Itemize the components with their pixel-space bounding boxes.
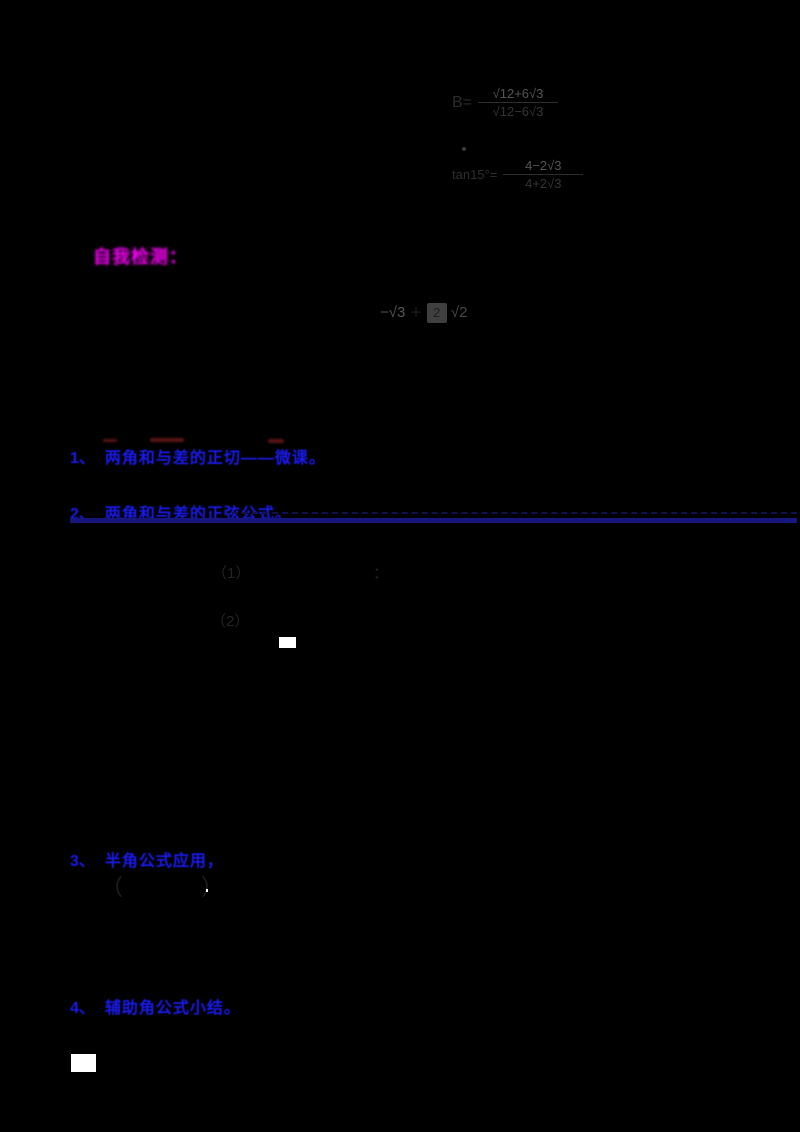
fraction-denominator: √12−6√3 bbox=[492, 104, 544, 119]
fraction-top: √12+6√3 √12−6√3 bbox=[478, 86, 559, 119]
formula-prefix: B= bbox=[452, 93, 473, 111]
body-fragment-1: （1） bbox=[212, 565, 251, 582]
formula-mid: −√3 ＋ 2 √2 bbox=[380, 302, 468, 324]
faint-paren-open: （ bbox=[101, 875, 124, 900]
heading-4-number: 4、 bbox=[70, 1000, 95, 1017]
dashed-underline bbox=[232, 512, 797, 514]
formula-mid-plus: ＋ bbox=[409, 305, 423, 320]
heading-3: 3、 半角公式应用， bbox=[70, 847, 224, 871]
fraction-bar-2 bbox=[503, 174, 584, 175]
formula-mid-left: −√3 bbox=[380, 304, 406, 321]
red-annotation-mark bbox=[268, 439, 284, 443]
fraction-numerator-2: 4−2√3 bbox=[525, 158, 562, 173]
heading-4-text: 辅助角公式小结。 bbox=[104, 1000, 241, 1017]
faint-paren-close: ） bbox=[201, 875, 224, 900]
body-fragment-2: （2） bbox=[211, 613, 250, 630]
fraction-bar bbox=[478, 102, 559, 103]
formula-block-second: tan15°= 4−2√3 4+2√3 bbox=[452, 158, 584, 191]
formula-prefix-2: tan15°= bbox=[452, 167, 498, 182]
faint-dot bbox=[462, 147, 466, 151]
heading-3-number: 3、 bbox=[70, 853, 95, 870]
formula-block-top: B= √12+6√3 √12−6√3 bbox=[452, 86, 559, 119]
page-corner-white-block bbox=[71, 1054, 96, 1072]
body-fragment-colon: ： bbox=[373, 565, 389, 582]
formula-mid-right: √2 bbox=[450, 304, 468, 321]
heading-1-number: 1、 bbox=[70, 450, 95, 467]
white-speck bbox=[206, 889, 208, 892]
white-blank-block bbox=[279, 637, 296, 648]
heading-1: 1、 两角和与差的正切——微课。 bbox=[70, 444, 326, 468]
red-annotation-mark bbox=[150, 438, 184, 442]
fraction-second: 4−2√3 4+2√3 bbox=[503, 158, 584, 191]
formula-mid-box: 2 bbox=[426, 303, 447, 324]
heading-1-text: 两角和与差的正切——微课。 bbox=[104, 450, 326, 467]
navy-divider-rule bbox=[70, 518, 797, 523]
heading-4: 4、 辅助角公式小结。 bbox=[70, 994, 241, 1018]
fraction-numerator: √12+6√3 bbox=[492, 86, 544, 101]
heading-3-text: 半角公式应用， bbox=[104, 853, 224, 870]
red-annotation-mark bbox=[103, 439, 117, 442]
fraction-denominator-2: 4+2√3 bbox=[525, 176, 562, 191]
magenta-highlight-text: 自我检测： bbox=[93, 247, 188, 267]
